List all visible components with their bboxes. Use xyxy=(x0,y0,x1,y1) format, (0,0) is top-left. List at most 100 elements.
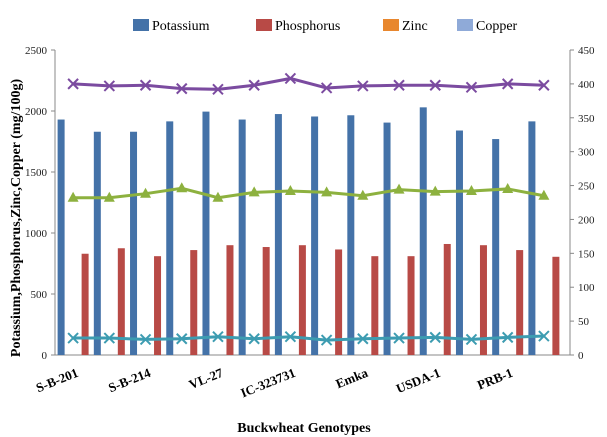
y2-tick-label: 200 xyxy=(578,214,595,226)
legend-label: Phosphorus xyxy=(275,19,340,34)
x-tick-label: S-B-201 xyxy=(34,365,80,395)
line-point xyxy=(320,82,333,94)
y-tick-label: 1000 xyxy=(25,228,48,240)
line-point xyxy=(140,187,152,198)
bars xyxy=(57,107,560,356)
y2-tick-label: 50 xyxy=(578,316,590,328)
line-point xyxy=(176,333,188,345)
line-point xyxy=(357,189,369,200)
line-point xyxy=(176,182,188,193)
line-point xyxy=(248,333,260,345)
line-series-1 xyxy=(73,76,544,91)
legend-label: Copper xyxy=(476,19,518,34)
line-point xyxy=(393,183,405,194)
potassium-bar xyxy=(130,131,138,355)
line-point xyxy=(212,330,224,343)
line-point xyxy=(465,184,477,195)
x-tick-label: Emka xyxy=(334,365,371,392)
axes: 0 500 1000 1500 2000 2500 0 50 100 150 200 250 300 35… xyxy=(25,45,595,362)
y2-tick-label: 400 xyxy=(578,79,595,91)
potassium-bar xyxy=(166,121,174,356)
line-point xyxy=(357,80,369,92)
x-tick-label: USDA-1 xyxy=(394,365,442,396)
x-axis-title: Buckwheat Genotypes xyxy=(237,421,371,436)
legend-swatch xyxy=(133,19,149,31)
potassium-bar xyxy=(202,111,210,355)
legend-label: Potassium xyxy=(152,19,210,34)
y2-tick-label: 250 xyxy=(578,181,595,193)
x-tick-label: VL-27 xyxy=(187,365,226,392)
line-point xyxy=(429,331,441,344)
line-point xyxy=(212,83,224,96)
line-point xyxy=(139,79,152,91)
line-point xyxy=(501,78,514,90)
line-point xyxy=(103,191,115,202)
legend-swatch xyxy=(383,19,399,31)
potassium-bar xyxy=(57,119,65,355)
line-point xyxy=(538,330,550,342)
y2-tick-label: 100 xyxy=(578,282,595,294)
potassium-bar xyxy=(238,119,246,355)
line-point xyxy=(465,333,478,346)
potassium-bar xyxy=(93,131,101,355)
line-point xyxy=(67,191,79,202)
potassium-bar xyxy=(455,130,463,355)
x-tick-labels: S-B-201 S-B-214 VL-27 IC-323731 Emka USDA-1 PR… xyxy=(34,365,515,401)
y2-tick-label: 450 xyxy=(578,45,595,57)
potassium-bar xyxy=(383,122,391,355)
line-series-3 xyxy=(73,334,544,342)
legend-label: Zinc xyxy=(402,19,428,34)
legend: Potassium Phosphorus Zinc Copper xyxy=(133,19,518,34)
line-point xyxy=(538,79,550,91)
phosphorus-bar xyxy=(154,256,162,355)
line-point xyxy=(429,185,441,196)
potassium-bar xyxy=(419,107,427,355)
phosphorus-bar xyxy=(117,248,125,355)
line-point xyxy=(538,189,550,200)
y-tick-label: 1500 xyxy=(25,167,48,179)
phosphorus-bar xyxy=(298,245,306,355)
x-tick-label: PRB-1 xyxy=(475,365,515,393)
line-point xyxy=(321,186,333,197)
line-point xyxy=(67,332,79,344)
x-tick-label: IC-323731 xyxy=(238,365,297,401)
line-point xyxy=(284,184,296,195)
phosphorus-bar xyxy=(516,250,524,355)
potassium-bar xyxy=(274,114,282,355)
y-tick-label: 0 xyxy=(42,350,48,362)
line-point xyxy=(212,191,224,202)
phosphorus-bar xyxy=(81,253,89,355)
phosphorus-bar xyxy=(371,256,379,355)
line-point xyxy=(284,330,297,343)
y-axis-title: Potassium,Phosphorus,Zinc,Copper (mg/100… xyxy=(9,79,24,358)
lines xyxy=(67,72,550,346)
line-point xyxy=(465,81,478,93)
legend-swatch xyxy=(256,19,272,31)
line-point xyxy=(103,80,116,92)
line-point xyxy=(393,332,405,344)
phosphorus-bar xyxy=(335,249,343,355)
potassium-bar xyxy=(528,121,536,356)
line-point xyxy=(357,333,369,345)
phosphorus-bar xyxy=(479,245,487,355)
line-point xyxy=(248,79,260,91)
potassium-bar xyxy=(347,115,355,356)
line-point xyxy=(502,182,514,193)
phosphorus-bar xyxy=(552,256,560,355)
y2-tick-label: 0 xyxy=(578,350,584,362)
line-point xyxy=(248,186,260,197)
line-point xyxy=(429,79,441,91)
potassium-bar xyxy=(492,139,500,355)
line-point xyxy=(320,334,333,346)
phosphorus-bar xyxy=(190,250,198,355)
line-point xyxy=(176,82,188,95)
y-tick-label: 2500 xyxy=(25,45,48,57)
y-tick-label: 500 xyxy=(31,289,48,301)
line-point xyxy=(284,72,297,85)
line-point xyxy=(139,333,152,346)
phosphorus-bar xyxy=(407,256,415,355)
phosphorus-bar xyxy=(262,247,270,355)
x-tick-label: S-B-214 xyxy=(106,365,153,396)
line-point xyxy=(501,331,514,344)
